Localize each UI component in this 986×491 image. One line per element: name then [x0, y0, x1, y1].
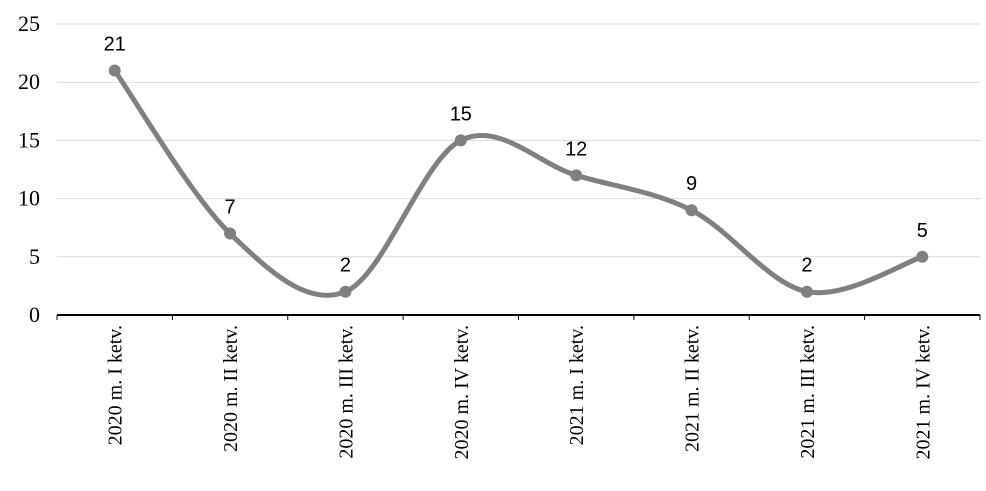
x-tick-label: 2021 m. I ketv. [566, 325, 588, 445]
series-layer [108, 64, 929, 298]
x-tick-label: 2021 m. III ketv. [797, 325, 819, 459]
y-tick-label: 15 [18, 127, 40, 152]
x-tick-label: 2021 m. IV ketv. [912, 325, 934, 459]
data-label: 5 [917, 220, 928, 242]
y-tick-label: 25 [18, 11, 40, 36]
x-tick-label: 2020 m. IV ketv. [451, 325, 473, 459]
data-point [224, 227, 237, 240]
x-tick-label: 2021 m. II ketv. [682, 325, 704, 452]
data-label: 9 [686, 173, 697, 195]
gridlines [57, 23, 980, 258]
y-tick-label: 0 [29, 302, 40, 327]
data-point [685, 204, 698, 217]
data-point [800, 285, 813, 298]
data-point [454, 134, 467, 147]
x-axis: 2020 m. I ketv. 2020 m. II ketv. 2020 m. I… [56, 314, 981, 459]
data-point [916, 250, 929, 263]
data-labels: 21 7 2 15 12 9 2 5 [104, 34, 928, 277]
y-tick-label: 10 [18, 186, 40, 211]
data-label: 12 [565, 138, 587, 160]
data-label: 2 [801, 255, 812, 277]
data-label: 21 [104, 34, 126, 56]
data-point [108, 64, 121, 77]
x-tick-label: 2020 m. III ketv. [335, 325, 357, 459]
data-label: 2 [340, 255, 351, 277]
y-axis: 0 5 10 15 20 25 [18, 11, 40, 327]
data-label: 7 [225, 197, 236, 219]
y-tick-label: 20 [18, 69, 40, 94]
x-tick-label: 2020 m. II ketv. [220, 325, 242, 452]
data-point [339, 285, 352, 298]
data-label: 15 [450, 103, 472, 125]
data-point [570, 169, 583, 182]
y-tick-label: 5 [29, 244, 40, 269]
x-tick-label: 2020 m. I ketv. [105, 325, 127, 445]
